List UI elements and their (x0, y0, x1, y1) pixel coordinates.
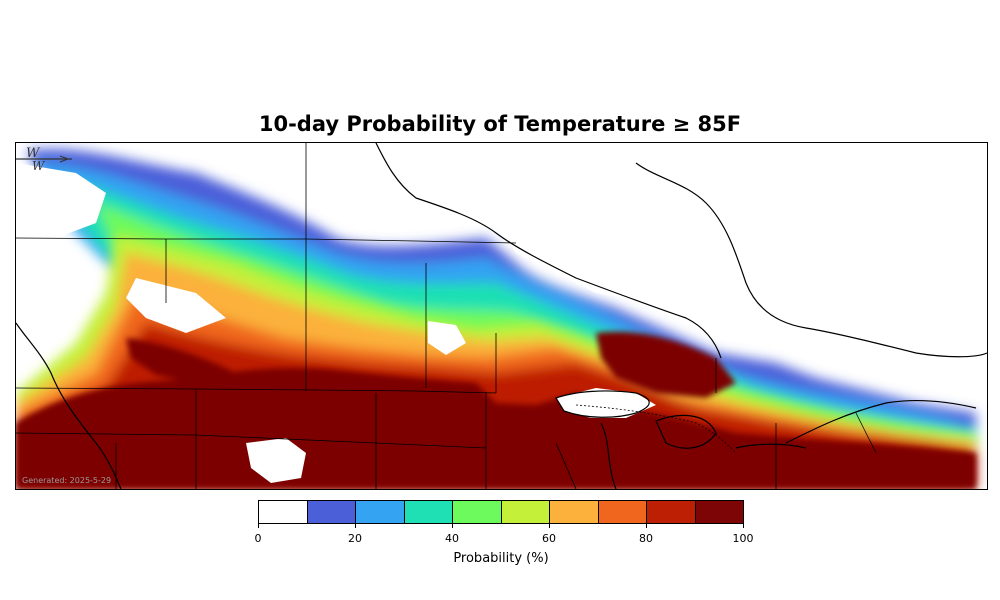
map-title: 10-day Probability of Temperature ≥ 85F (258, 112, 742, 136)
low-probability-areas (16, 143, 987, 483)
colorbar-segment (307, 501, 356, 523)
colorbar-label: Probability (%) (453, 551, 549, 566)
svg-text:W: W (32, 159, 46, 173)
colorbar-tick-label: 0 (254, 532, 262, 545)
colorbar-segment (695, 501, 743, 523)
colorbar-segment (356, 501, 405, 523)
svg-text:W: W (26, 146, 41, 161)
probability-map: Generated: 2025-5-29 W W (15, 142, 988, 490)
colorbar-tick (258, 524, 259, 528)
political-borders (16, 143, 877, 489)
colorbar-segment (598, 501, 647, 523)
colorbar-segment (259, 501, 308, 523)
colorbar-segment (647, 501, 696, 523)
colorbar-tick (355, 524, 356, 528)
generated-timestamp: Generated: 2025-5-29 (22, 476, 112, 485)
colorbar-segment (501, 501, 550, 523)
colorbar-tick-label: 20 (348, 532, 362, 545)
colorbar-tick-label: 80 (639, 532, 653, 545)
colorbar-tick-label: 60 (542, 532, 556, 545)
colorbar-segment (453, 501, 502, 523)
colorbar-segment (404, 501, 453, 523)
colorbar-ticks (258, 524, 744, 530)
wxbell-logo-icon: W W (16, 146, 72, 173)
colorbar-tick (549, 524, 550, 528)
coastlines (16, 143, 987, 489)
colorbar-tick (743, 524, 744, 528)
colorbar-tick (452, 524, 453, 528)
colorbar-segment (550, 501, 599, 523)
colorbar (258, 500, 744, 524)
colorbar-tick (646, 524, 647, 528)
map-canvas (16, 143, 987, 489)
colorbar-tick-label: 40 (445, 532, 459, 545)
colorbar-tick-label: 100 (732, 532, 754, 545)
